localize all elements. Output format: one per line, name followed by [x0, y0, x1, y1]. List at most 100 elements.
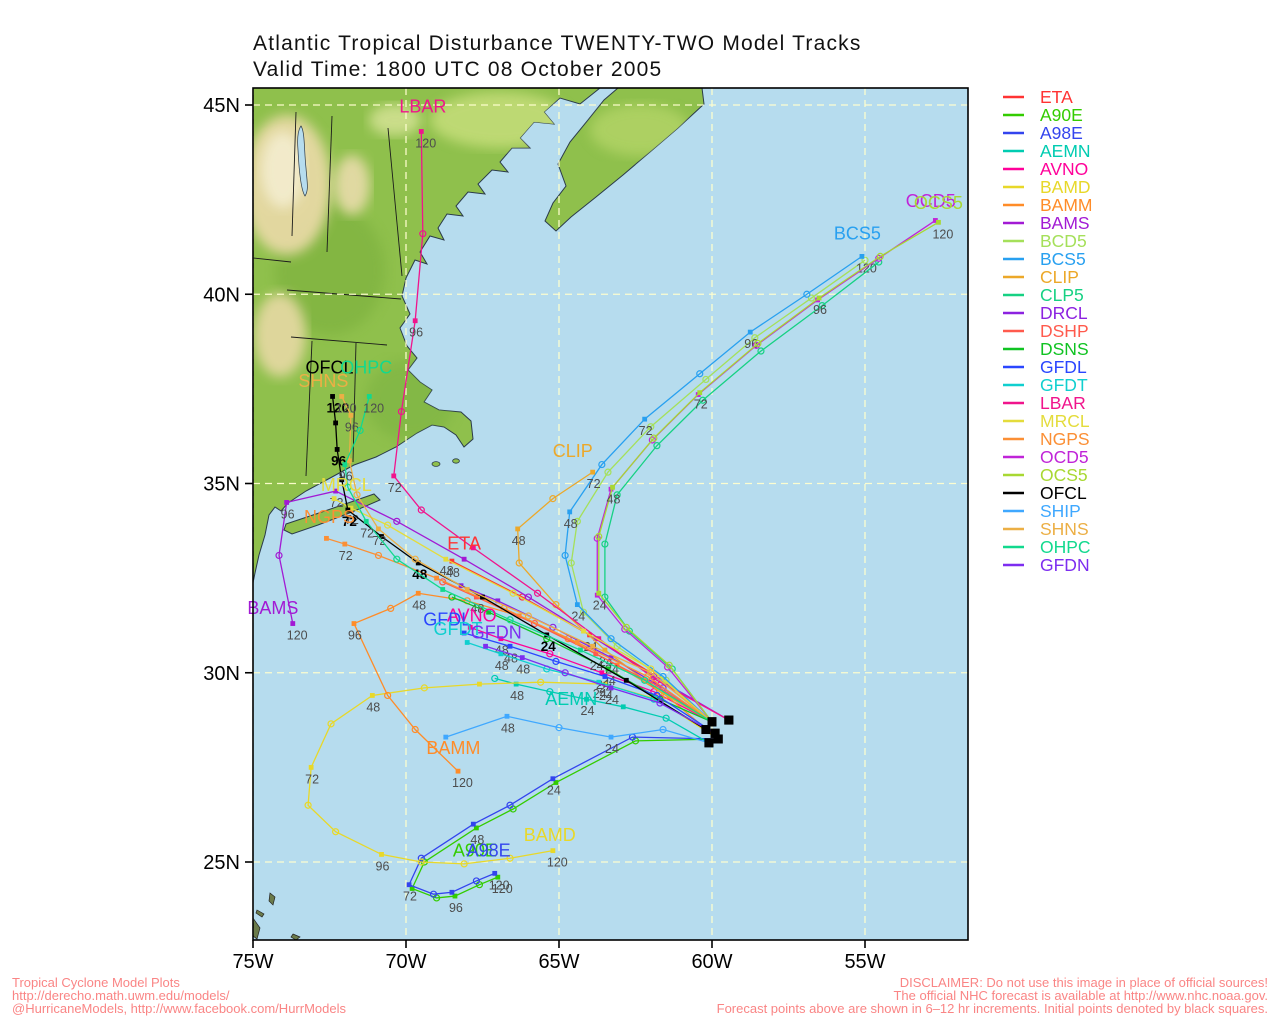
track-point: [418, 129, 424, 134]
track-point: [506, 854, 514, 862]
track-point: [702, 375, 710, 384]
track-point: [415, 560, 421, 566]
track-point: [579, 608, 588, 616]
track-point: [374, 551, 383, 560]
legend-label: AVNO: [1040, 159, 1088, 179]
track-point: [607, 635, 615, 643]
track-line: [463, 632, 716, 734]
hour-label: 72: [403, 890, 417, 904]
track-point: [498, 636, 504, 642]
track-label-NGPS: NGPS: [304, 507, 355, 527]
hour-label: 24: [593, 598, 607, 612]
hour-label: 120: [489, 878, 510, 892]
hour-label: 72: [694, 398, 708, 412]
track-point: [345, 507, 351, 513]
track-point: [443, 556, 449, 562]
legend-label: GFDL: [1040, 357, 1087, 377]
track-point: [567, 509, 573, 515]
track-point: [387, 604, 395, 613]
track-point: [656, 699, 664, 707]
legend-item-NGPS: NGPS: [1003, 429, 1090, 449]
track-point: [473, 825, 479, 831]
track-point: [461, 630, 467, 636]
track-point: [647, 669, 655, 677]
track-point: [379, 534, 384, 539]
track-point: [460, 860, 468, 868]
track-point: [573, 517, 581, 525]
hour-label: 24: [541, 639, 557, 654]
hour-label: 48: [366, 700, 380, 714]
track-point: [599, 670, 605, 676]
legend-label: BCD5: [1040, 231, 1087, 251]
legend-item-MRCL: MRCL: [1003, 411, 1090, 431]
lat-tick-label: 35N: [203, 474, 240, 496]
track-point: [807, 294, 816, 302]
track-point: [593, 651, 599, 657]
track-line: [307, 681, 719, 865]
legend-label: SHNS: [1040, 519, 1089, 539]
legend-item-DRCL: DRCL: [1003, 303, 1088, 323]
track-point: [602, 674, 608, 679]
initial-point-OFCL: [701, 725, 711, 735]
legend-item-SHIP: SHIP: [1003, 501, 1081, 521]
hour-label: 96: [409, 326, 423, 340]
lat-tick-label: 40N: [203, 284, 240, 306]
track-point: [861, 256, 869, 264]
track-point: [593, 534, 601, 542]
track-point: [757, 347, 765, 355]
chart-title: Atlantic Tropical Disturbance TWENTY-TWO…: [253, 31, 862, 83]
track-point: [412, 318, 418, 324]
model-track-AEMN: 24 48: [491, 674, 710, 744]
track-point: [608, 685, 614, 691]
track-point: [816, 295, 822, 301]
track-point: [366, 394, 372, 399]
track-point: [567, 559, 575, 567]
model-track-BAMM: 48 96 120: [348, 590, 719, 790]
track-point: [622, 623, 630, 631]
track-point: [332, 828, 340, 836]
hour-label: 96: [348, 629, 362, 643]
track-point: [754, 339, 762, 348]
legend-label: OCS5: [1040, 465, 1088, 485]
track-point: [486, 609, 492, 615]
track-label-OCD5: OCD5: [906, 191, 956, 211]
hour-label: 96: [376, 859, 390, 873]
hour-label: 72: [639, 424, 653, 438]
legend-label: A98E: [1040, 123, 1083, 143]
hour-label: 72: [305, 772, 319, 786]
hour-label: 24: [547, 784, 561, 798]
track-label-OCS5: OCS5: [914, 193, 963, 213]
hour-label: 48: [470, 833, 484, 847]
track-label-ETA: ETA: [447, 534, 481, 554]
track-label-MRCL: MRCL: [321, 475, 372, 495]
legend-label: OFCL: [1040, 483, 1087, 503]
track-point: [524, 593, 533, 601]
title-line2: Valid Time: 1800 UTC 08 October 2005: [253, 58, 663, 81]
legend-item-GFDT: GFDT: [1003, 375, 1088, 395]
track-point: [452, 893, 458, 899]
track-label-BCS5: BCS5: [834, 223, 881, 243]
title-line1: Atlantic Tropical Disturbance TWENTY-TWO…: [253, 32, 862, 55]
track-point: [506, 616, 514, 624]
track-point: [620, 704, 626, 710]
track-line: [333, 498, 713, 723]
track-point: [353, 491, 361, 499]
hour-label: 120: [932, 227, 953, 241]
track-point: [574, 602, 580, 608]
track-label-AVNO: AVNO: [447, 606, 497, 626]
track-point: [876, 252, 884, 260]
track-point: [473, 594, 479, 600]
track-line: [341, 396, 713, 723]
track-point: [747, 329, 753, 335]
track-point: [304, 801, 312, 809]
hour-label: 120: [547, 856, 568, 870]
track-point: [659, 725, 667, 734]
track-point: [472, 877, 480, 885]
track-point: [533, 589, 542, 597]
hour-label: 96: [281, 507, 295, 521]
axes: 45N 40N 35N 30N 25N 75W 70W 65W 60W 55W: [203, 95, 885, 973]
track-line: [393, 131, 730, 721]
track-point: [333, 420, 339, 426]
initial-point-GFDN: [710, 728, 720, 738]
